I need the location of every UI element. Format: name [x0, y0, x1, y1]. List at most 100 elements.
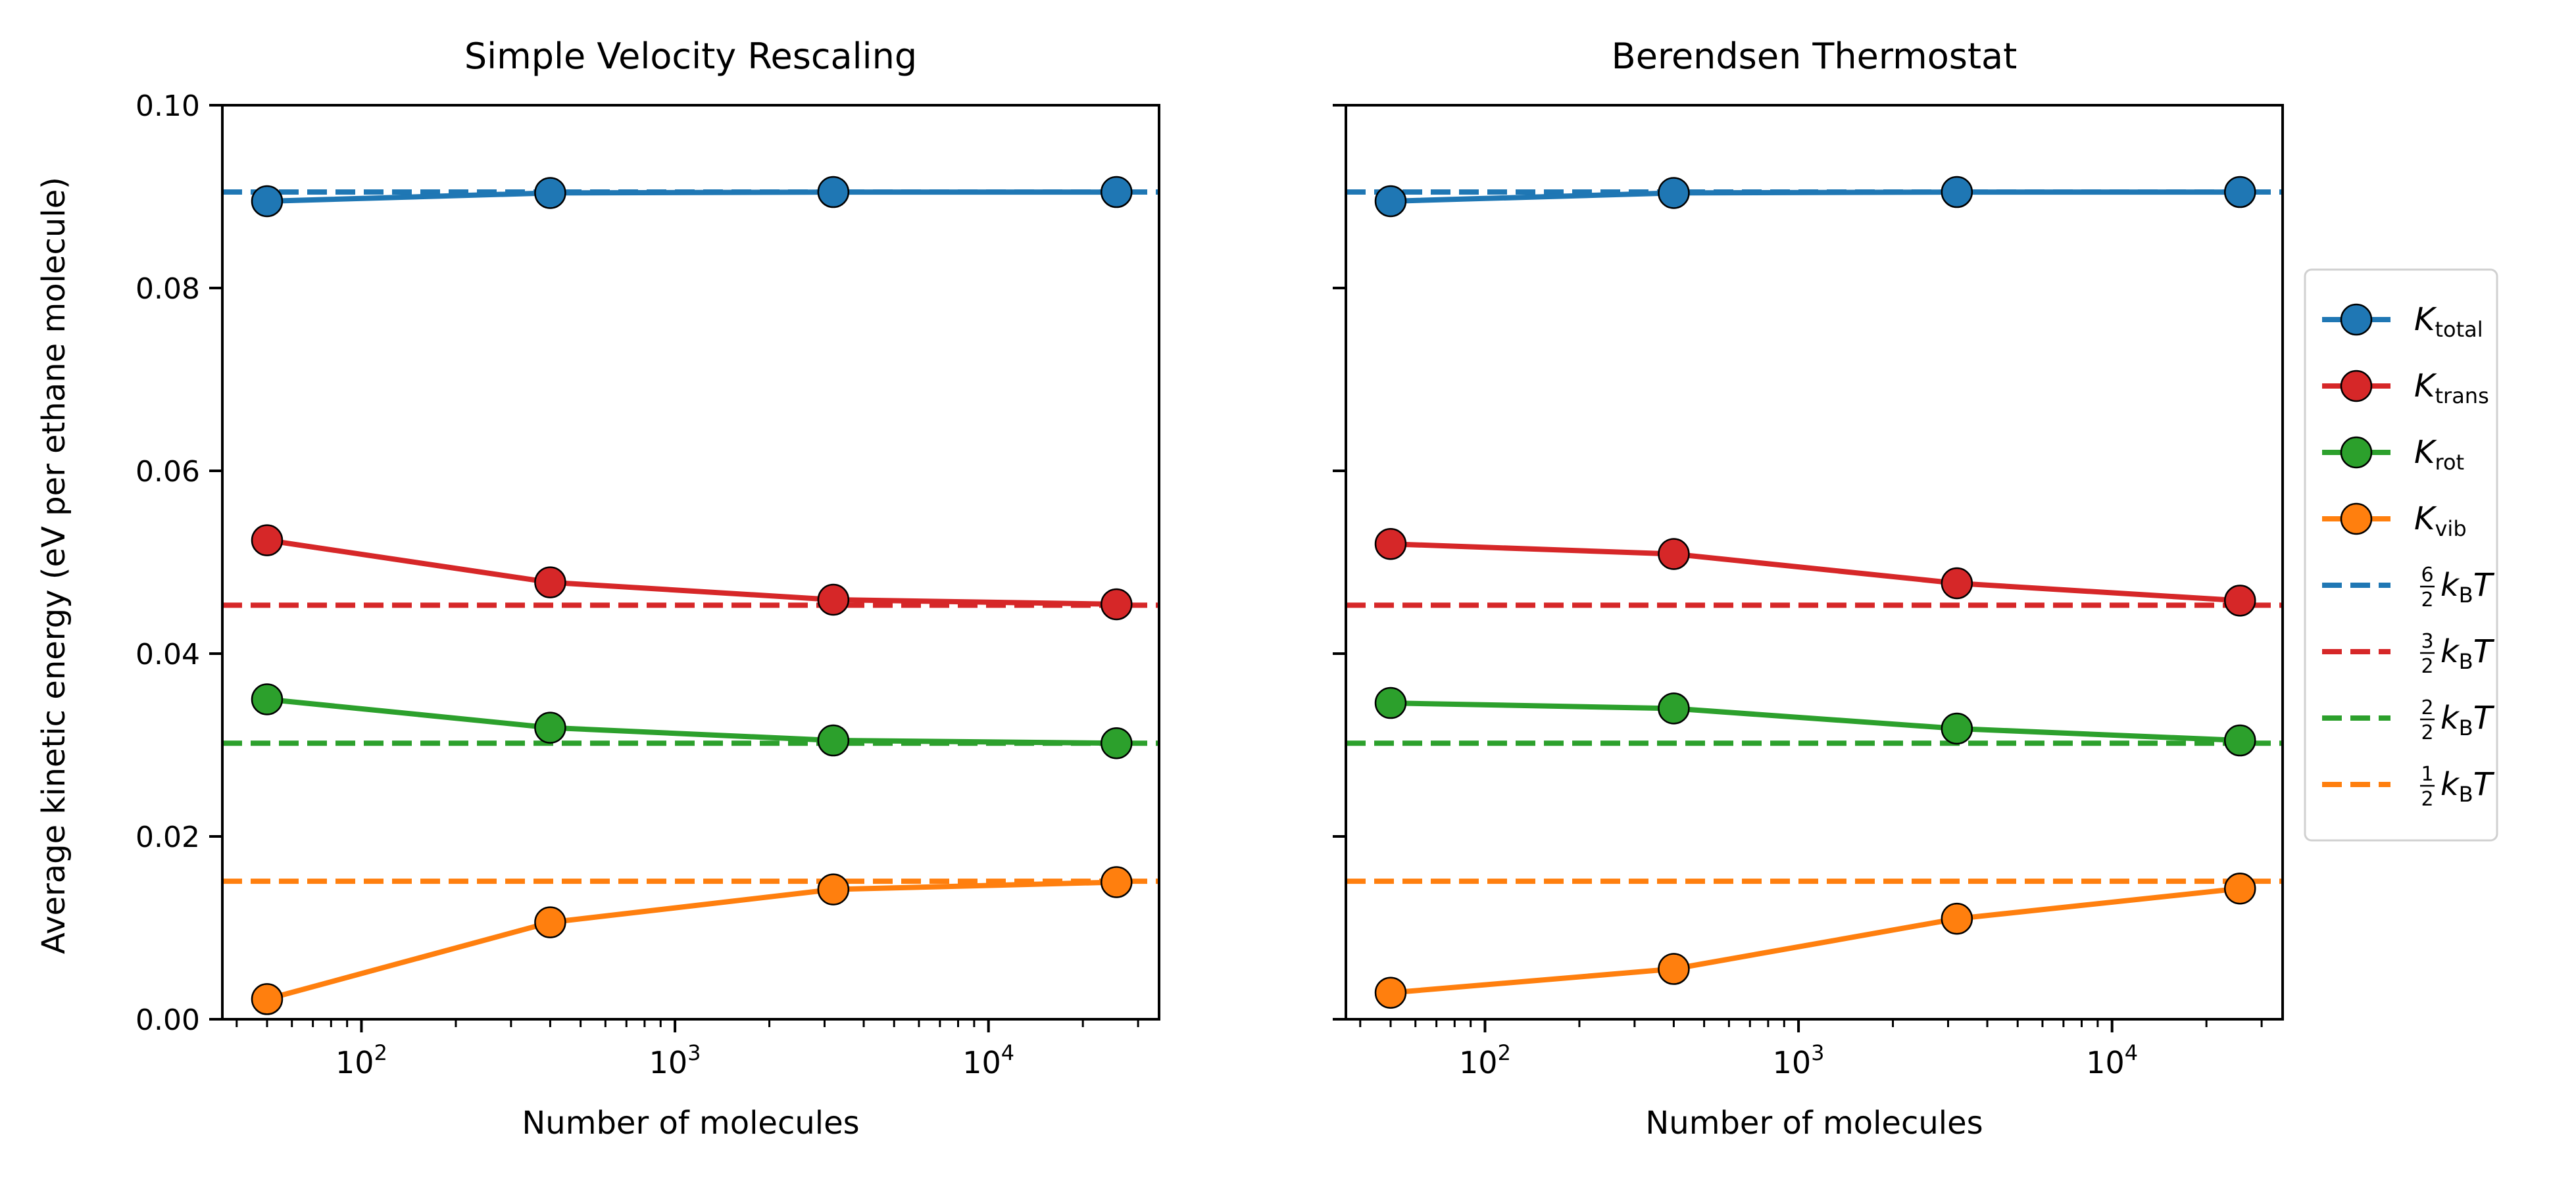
series-line	[266, 189, 1117, 204]
legend-label: kBT	[2440, 567, 2495, 608]
x-tick-base: 10	[962, 1045, 1001, 1080]
data-point	[1101, 727, 1133, 759]
plot-frame	[1345, 104, 2284, 1021]
legend-fraction-numerator: 6	[2421, 564, 2433, 587]
y-tick-label: 0.10	[136, 89, 200, 123]
x-tick-label: 102	[335, 1040, 387, 1080]
x-axis-label: Number of molecules	[1645, 1105, 1983, 1142]
data-point	[2224, 724, 2256, 757]
legend-label-base: k	[2440, 567, 2460, 604]
legend-fraction-denominator: 2	[2421, 721, 2433, 744]
legend-label-subscript: total	[2435, 317, 2483, 342]
legend-label-tail: T	[2473, 633, 2495, 670]
data-point	[817, 873, 850, 905]
series-line	[1390, 189, 2241, 204]
data-point	[817, 583, 850, 616]
series-line	[1390, 886, 2241, 996]
legend-label-tail: T	[2473, 700, 2495, 736]
legend-fraction-denominator: 2	[2421, 788, 2433, 811]
series-line	[266, 696, 1117, 746]
legend-marker	[2340, 370, 2373, 402]
data-point	[251, 185, 284, 218]
legend-label-subscript: rot	[2435, 450, 2464, 475]
data-point	[1941, 902, 1973, 935]
legend-marker	[2340, 436, 2373, 469]
data-point	[534, 711, 566, 744]
x-tick-exponent: 4	[1001, 1040, 1014, 1065]
legend-label-base: K	[2414, 500, 2437, 537]
legend-entry: 62 kBT	[2322, 564, 2495, 612]
data-point	[1374, 527, 1407, 560]
series-line	[266, 879, 1117, 1002]
series-line	[1390, 700, 2241, 743]
x-tick-exponent: 3	[1811, 1040, 1824, 1065]
data-point	[1658, 177, 1690, 209]
legend-label: Ktrans	[2414, 368, 2489, 408]
data-point	[2224, 176, 2256, 208]
legend-label: Krot	[2414, 434, 2464, 475]
y-tick-label: 0.02	[136, 821, 200, 854]
legend-label: Kvib	[2414, 500, 2467, 541]
y-tick-label: 0.06	[136, 455, 200, 489]
series-line	[1390, 541, 2241, 604]
legend-entry: Kvib	[2322, 500, 2467, 541]
data-point	[534, 906, 566, 938]
data-point	[251, 524, 284, 556]
legend-fraction-numerator: 1	[2421, 763, 2433, 786]
legend-label-base: k	[2440, 700, 2460, 736]
data-point	[2224, 872, 2256, 905]
legend-entry: Ktrans	[2322, 368, 2489, 408]
legend-entry: 22 kBT	[2322, 696, 2495, 744]
legend-label: Ktotal	[2414, 301, 2483, 342]
legend-fraction-numerator: 3	[2421, 630, 2433, 653]
x-tick-label: 104	[962, 1040, 1014, 1080]
legend-label-tail: T	[2473, 567, 2495, 604]
y-axis-label: Average kinetic energy (eV per ethane mo…	[36, 177, 72, 954]
x-tick-base: 10	[1773, 1045, 1812, 1080]
legend-entry: Krot	[2322, 434, 2464, 475]
legend-fraction-denominator: 2	[2421, 589, 2433, 612]
legend-fraction-numerator: 2	[2421, 696, 2433, 719]
legend-label-base: K	[2414, 368, 2437, 404]
legend-label-subscript: B	[2459, 715, 2473, 740]
chart-title: Simple Velocity Rescaling	[464, 36, 917, 77]
data-point	[1374, 687, 1407, 719]
data-point	[817, 176, 850, 208]
legend-label: kBT	[2440, 633, 2495, 674]
data-point	[1101, 588, 1133, 621]
x-tick-exponent: 2	[1498, 1040, 1511, 1065]
x-tick-label: 102	[1459, 1040, 1511, 1080]
x-tick-label: 103	[1773, 1040, 1825, 1080]
legend-fraction-denominator: 2	[2421, 655, 2433, 678]
data-point	[817, 724, 850, 757]
data-point	[1941, 712, 1973, 745]
data-point	[1658, 538, 1690, 570]
data-point	[251, 983, 284, 1015]
data-point	[251, 683, 284, 715]
y-tick-label: 0.04	[136, 638, 200, 671]
legend-entry: 12 kBT	[2322, 763, 2495, 811]
x-tick-base: 10	[2086, 1045, 2125, 1080]
legend-entry: Ktotal	[2322, 301, 2483, 342]
x-tick-exponent: 4	[2125, 1040, 2138, 1065]
legend-entry: 32 kBT	[2322, 630, 2495, 678]
data-point	[1374, 976, 1407, 1009]
data-point	[1658, 953, 1690, 985]
legend-label-subscript: B	[2459, 782, 2473, 807]
legend-label-subscript: vib	[2435, 516, 2466, 541]
data-point	[1101, 866, 1133, 898]
x-tick-base: 10	[1459, 1045, 1498, 1080]
x-tick-exponent: 2	[374, 1040, 387, 1065]
data-point	[1941, 176, 1973, 208]
legend-marker	[2340, 303, 2373, 336]
legend-label: kBT	[2440, 700, 2495, 740]
chart-title: Berendsen Thermostat	[1612, 36, 2018, 77]
legend-label-base: K	[2414, 434, 2437, 471]
legend-label: kBT	[2440, 766, 2495, 807]
data-point	[1101, 176, 1133, 208]
legend-box	[2304, 268, 2498, 842]
x-tick-base: 10	[649, 1045, 688, 1080]
